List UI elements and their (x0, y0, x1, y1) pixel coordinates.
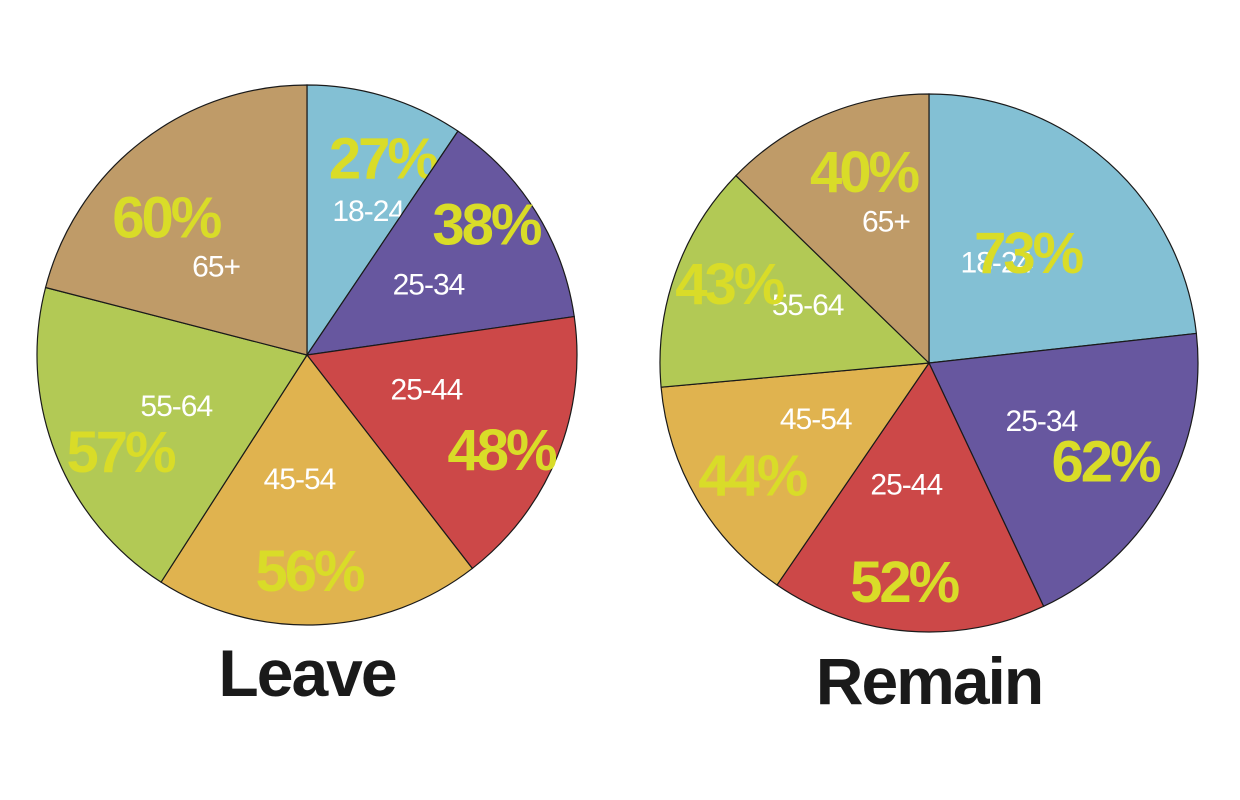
leave-category-label: 45-54 (264, 463, 336, 496)
leave-percent-label: 56% (255, 539, 365, 604)
leave-slice-65+ (44, 84, 308, 356)
remain-percent-label: 44% (698, 443, 808, 508)
remain-slice-18-24 (928, 93, 1198, 364)
leave-slice-45-54 (160, 353, 474, 626)
leave-slice-25-44 (305, 315, 578, 570)
remain-slice-45-54 (660, 362, 931, 586)
remain-slice-25-44 (776, 361, 1045, 633)
remain-category-label: 45-54 (780, 403, 852, 436)
leave-category-label: 55-64 (140, 390, 212, 423)
remain-percent-label: 62% (1052, 430, 1162, 495)
leave-percent-label: 57% (66, 420, 176, 485)
remain-category-label: 55-64 (772, 289, 844, 322)
remain-percent-label: 73% (974, 221, 1084, 286)
leave-slice-18-24 (306, 84, 459, 357)
leave-category-label: 25-44 (391, 373, 463, 406)
remain-percent-label: 40% (810, 140, 920, 205)
remain-slice-55-64 (659, 174, 931, 388)
remain-category-label: 18-24 (961, 247, 1033, 280)
remain-category-label: 25-44 (870, 469, 942, 502)
remain-chart-title: Remain (816, 644, 1042, 718)
leave-chart-title: Leave (218, 636, 395, 710)
leave-percent-label: 60% (112, 186, 222, 251)
leave-percent-label: 27% (329, 126, 439, 191)
leave-category-label: 25-34 (393, 269, 465, 302)
leave-category-label: 18-24 (332, 195, 404, 228)
leave-pie-chart: 18-24 27% 25-34 38% 25-44 48% 45-54 56% 55-6457%… (36, 84, 578, 626)
remain-slice-25-34 (928, 332, 1199, 608)
leave-slice-55-64 (36, 286, 308, 583)
remain-category-label: 65+ (862, 206, 910, 239)
leave-percent-label: 48% (448, 418, 558, 483)
leave-percent-label: 38% (432, 193, 542, 258)
leave-category-label: 65+ (192, 251, 240, 284)
remain-slice-65+ (735, 93, 930, 365)
leave-slice-25-34 (305, 130, 575, 356)
remain-percent-label: 43% (675, 252, 785, 317)
remain-percent-label: 52% (850, 550, 960, 615)
remain-category-label: 25-34 (1006, 405, 1078, 438)
